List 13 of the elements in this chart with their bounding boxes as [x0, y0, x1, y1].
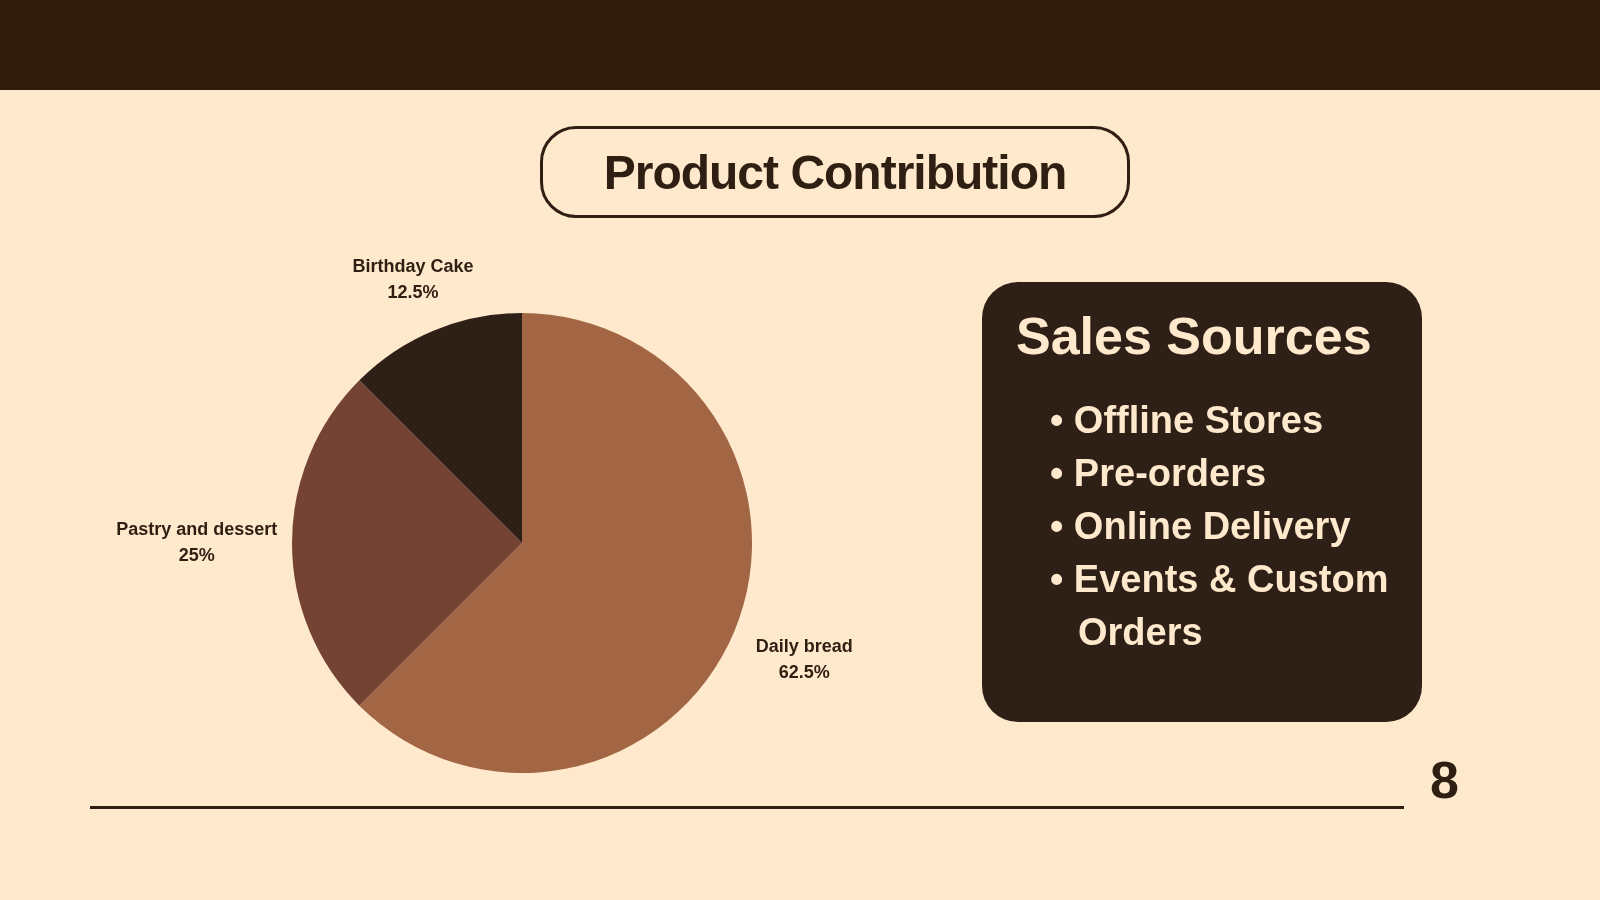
text: • Offline Stores: [1050, 398, 1324, 443]
text: • Pre-orders: [1050, 451, 1268, 496]
slice-label: Pastry and dessert: [116, 518, 278, 539]
text: 8: [1430, 750, 1459, 810]
text: • Online Delivery: [1050, 504, 1352, 549]
data-label: 25%: [178, 544, 215, 565]
text: • Events & Custom Orders: [1050, 557, 1390, 655]
slice-label: Birthday Cake: [352, 255, 474, 276]
slice-label: Daily bread: [755, 635, 853, 656]
data-label: 12.5%: [387, 281, 439, 302]
data-label: 62.5%: [778, 661, 830, 682]
chart-title: Product Contribution: [540, 126, 1130, 218]
text: Sales Sources: [1016, 306, 1373, 366]
